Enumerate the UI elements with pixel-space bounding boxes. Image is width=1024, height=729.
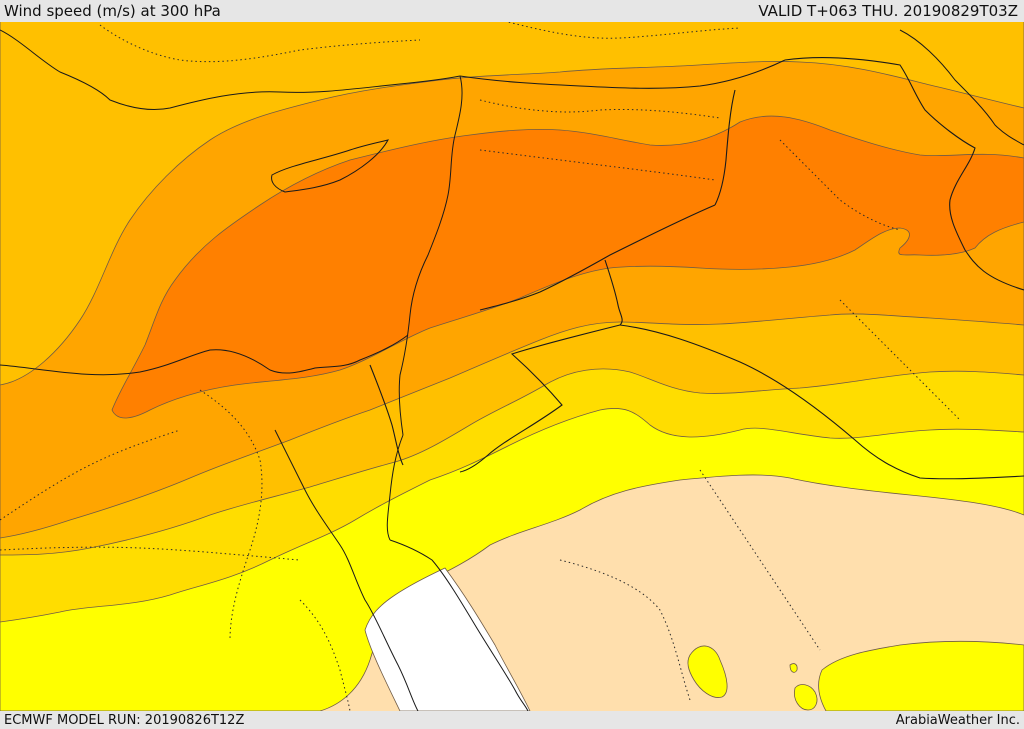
border-egypt-israel xyxy=(369,364,404,466)
coastline-egypt xyxy=(0,334,409,376)
coastline-cyprus xyxy=(271,139,389,193)
calm-wind-area xyxy=(364,567,531,711)
band-6-area xyxy=(111,115,1024,419)
band-2-island-a xyxy=(687,645,728,698)
wind-speed-map[interactable] xyxy=(0,22,1024,711)
admin-boundary-8 xyxy=(99,24,421,63)
map-title: Wind speed (m/s) at 300 hPa xyxy=(4,2,221,20)
map-footer: ECMWF MODEL RUN: 20190826T12Z ArabiaWeat… xyxy=(0,711,1024,729)
map-header: Wind speed (m/s) at 300 hPa VALID T+063 … xyxy=(0,0,1024,22)
border-jordan-iraq xyxy=(479,204,716,311)
model-run-label: ECMWF MODEL RUN: 20190826T12Z xyxy=(4,712,245,728)
border-iran-iraq xyxy=(784,56,1024,291)
admin-boundary-11 xyxy=(0,429,181,521)
border-saudi-iraq xyxy=(604,259,623,326)
coastline-levant xyxy=(398,75,463,436)
admin-boundary-1 xyxy=(479,99,721,119)
coastline-gulf-suez xyxy=(386,434,404,541)
valid-time-label: VALID T+063 THU. 20190829T03Z xyxy=(758,2,1018,20)
coastline-caspian xyxy=(899,29,1024,146)
border-syria-iraq xyxy=(714,89,736,206)
admin-boundary-5 xyxy=(559,559,691,701)
band-2-island-d xyxy=(789,663,798,673)
admin-boundary-6 xyxy=(699,469,821,651)
admin-boundary-2 xyxy=(479,149,716,181)
credit-label: ArabiaWeather Inc. xyxy=(895,712,1020,728)
admin-boundary-9 xyxy=(505,22,741,39)
band-2-island-c xyxy=(818,640,1024,711)
admin-boundary-7 xyxy=(839,299,961,421)
admin-boundary-4 xyxy=(0,546,301,561)
coastline-red-sea-west xyxy=(274,429,419,711)
border-turkey-syria xyxy=(459,59,786,89)
border-iraq-kuwait xyxy=(619,324,1024,480)
border-saudi-jordan xyxy=(459,324,621,473)
map-canvas xyxy=(0,22,1024,711)
band-2-island-b xyxy=(793,684,818,711)
coastline-north xyxy=(0,29,461,111)
coastline-red-sea-east xyxy=(389,539,529,711)
admin-boundary-12 xyxy=(299,599,351,711)
